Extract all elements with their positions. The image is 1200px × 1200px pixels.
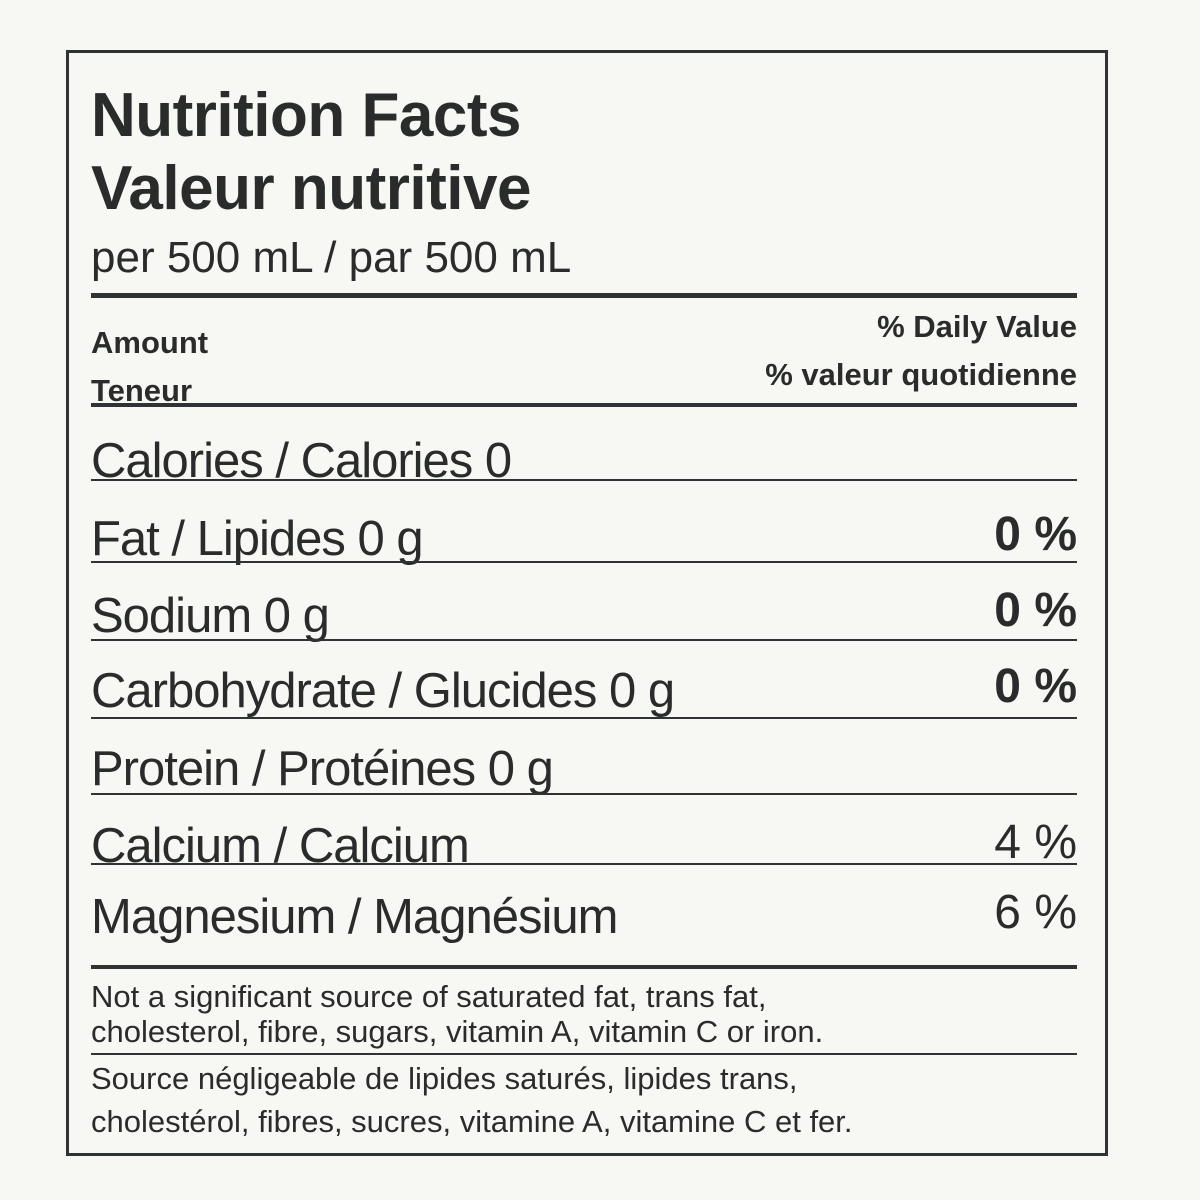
rule <box>91 561 1077 563</box>
column-header: % valeur quotidienne <box>765 357 1077 392</box>
daily-value: 4 % <box>994 816 1077 869</box>
row-label: Fat / Lipides 0 g <box>91 512 424 566</box>
row-label: Calories / Calories 0 <box>91 434 512 488</box>
column-header: Amount <box>91 325 209 360</box>
title: Valeur nutritive <box>91 154 531 223</box>
rule <box>91 863 1077 865</box>
rule <box>91 1053 1077 1055</box>
row-label: Carbohydrate / Glucides 0 g <box>91 664 675 718</box>
daily-value: 0 % <box>994 584 1077 637</box>
rule <box>91 965 1077 969</box>
rule <box>91 403 1077 407</box>
nutrition-label: Nutrition Facts Valeur nutritive per 500… <box>66 50 1108 1156</box>
rule <box>91 717 1077 719</box>
column-header: % Daily Value <box>877 309 1077 344</box>
rule <box>91 293 1077 298</box>
footnote: cholestérol, fibres, sucres, vitamine A,… <box>91 1104 853 1139</box>
footnote: Source négligeable de lipides saturés, l… <box>91 1061 798 1096</box>
daily-value: 0 % <box>994 508 1077 561</box>
row-label: Protein / Protéines 0 g <box>91 742 554 796</box>
daily-value: 0 % <box>994 660 1077 713</box>
rule <box>91 793 1077 795</box>
footnote: cholesterol, fibre, sugars, vitamin A, v… <box>91 1014 824 1049</box>
rule <box>91 479 1077 481</box>
column-header: Teneur <box>91 373 193 408</box>
row-label: Calcium / Calcium <box>91 819 470 873</box>
daily-value: 6 % <box>994 886 1077 939</box>
rule <box>91 639 1077 641</box>
footnote: Not a significant source of saturated fa… <box>91 979 767 1014</box>
serving: per 500 mL / par 500 mL <box>91 233 572 282</box>
row-label: Magnesium / Magnésium <box>91 890 618 944</box>
title: Nutrition Facts <box>91 81 521 150</box>
row-label: Sodium 0 g <box>91 589 330 643</box>
